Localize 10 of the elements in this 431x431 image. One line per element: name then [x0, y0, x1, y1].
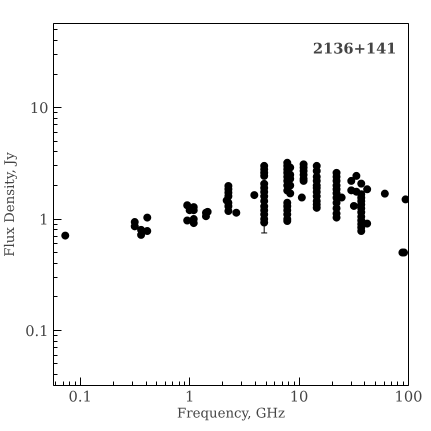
x-tick-label: 0.1 [68, 388, 92, 406]
y-tick-label: 0.1 [25, 322, 49, 340]
x-tick-label: 1 [184, 388, 194, 406]
x-tick-label: 100 [394, 388, 422, 406]
annotation: 2136+141 [312, 40, 397, 58]
x-axis-title: Frequency, GHz [176, 406, 286, 422]
y-tick-label: 10 [30, 100, 49, 118]
y-axis-title: Flux Density, Jy [3, 152, 18, 257]
y-tick-label: 1 [39, 212, 49, 229]
x-tick-label: 10 [290, 388, 308, 406]
